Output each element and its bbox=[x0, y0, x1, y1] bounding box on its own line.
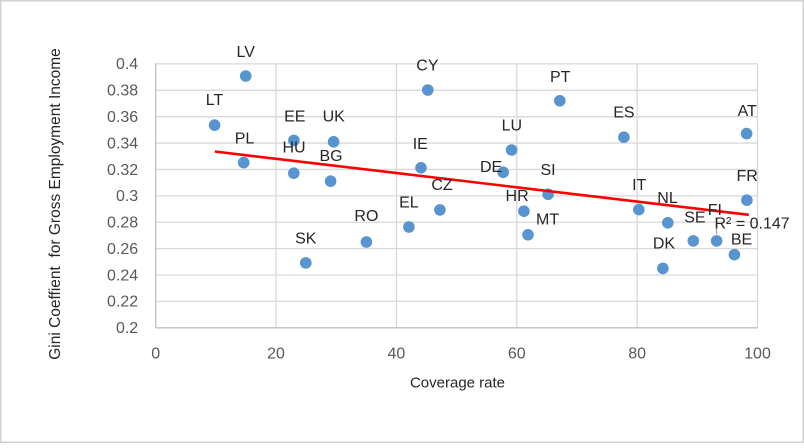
svg-text:RO: RO bbox=[354, 208, 378, 225]
svg-text:0.22: 0.22 bbox=[107, 294, 138, 311]
svg-text:SK: SK bbox=[295, 230, 317, 247]
svg-text:AT: AT bbox=[738, 103, 757, 120]
svg-text:0.32: 0.32 bbox=[107, 162, 138, 179]
svg-text:0.24: 0.24 bbox=[107, 267, 138, 284]
svg-text:40: 40 bbox=[388, 346, 406, 363]
svg-text:LU: LU bbox=[502, 117, 522, 134]
svg-text:UK: UK bbox=[323, 108, 346, 125]
svg-text:MT: MT bbox=[536, 212, 559, 229]
svg-text:EL: EL bbox=[399, 194, 419, 211]
svg-text:FR: FR bbox=[737, 168, 758, 185]
svg-text:HU: HU bbox=[282, 140, 305, 157]
svg-text:LV: LV bbox=[237, 44, 256, 61]
svg-text:R² = 0.147: R² = 0.147 bbox=[715, 215, 790, 232]
svg-text:CY: CY bbox=[416, 57, 439, 74]
svg-text:60: 60 bbox=[508, 346, 526, 363]
svg-text:0.34: 0.34 bbox=[107, 135, 138, 152]
svg-text:DK: DK bbox=[653, 235, 676, 252]
svg-text:0.38: 0.38 bbox=[107, 83, 138, 100]
svg-text:Coverage rate: Coverage rate bbox=[410, 374, 505, 391]
svg-text:100: 100 bbox=[744, 346, 771, 363]
svg-text:BG: BG bbox=[319, 148, 342, 165]
svg-text:IT: IT bbox=[632, 177, 646, 194]
svg-text:Gini Coeffient for Gross Empl: Gini Coeffient for Gross Employment Inco… bbox=[47, 48, 64, 360]
svg-text:0.26: 0.26 bbox=[107, 241, 138, 258]
svg-text:ES: ES bbox=[613, 104, 634, 121]
svg-text:0.2: 0.2 bbox=[116, 320, 138, 337]
svg-text:PT: PT bbox=[550, 69, 571, 86]
svg-text:DE: DE bbox=[480, 159, 502, 176]
svg-text:LT: LT bbox=[206, 92, 224, 109]
svg-text:NL: NL bbox=[657, 190, 678, 207]
svg-text:0.4: 0.4 bbox=[116, 56, 138, 73]
svg-text:SE: SE bbox=[684, 210, 705, 227]
svg-text:IE: IE bbox=[413, 136, 428, 153]
svg-text:SI: SI bbox=[540, 162, 555, 179]
svg-text:EE: EE bbox=[284, 108, 305, 125]
svg-text:0.28: 0.28 bbox=[107, 215, 138, 232]
svg-text:0.3: 0.3 bbox=[116, 188, 138, 205]
svg-text:PL: PL bbox=[235, 130, 255, 147]
svg-text:CZ: CZ bbox=[431, 177, 453, 194]
svg-text:HR: HR bbox=[506, 188, 529, 205]
svg-text:BE: BE bbox=[731, 232, 752, 249]
svg-text:0: 0 bbox=[151, 346, 160, 363]
svg-text:20: 20 bbox=[267, 346, 285, 363]
svg-text:0.36: 0.36 bbox=[107, 109, 138, 126]
svg-text:80: 80 bbox=[628, 346, 646, 363]
